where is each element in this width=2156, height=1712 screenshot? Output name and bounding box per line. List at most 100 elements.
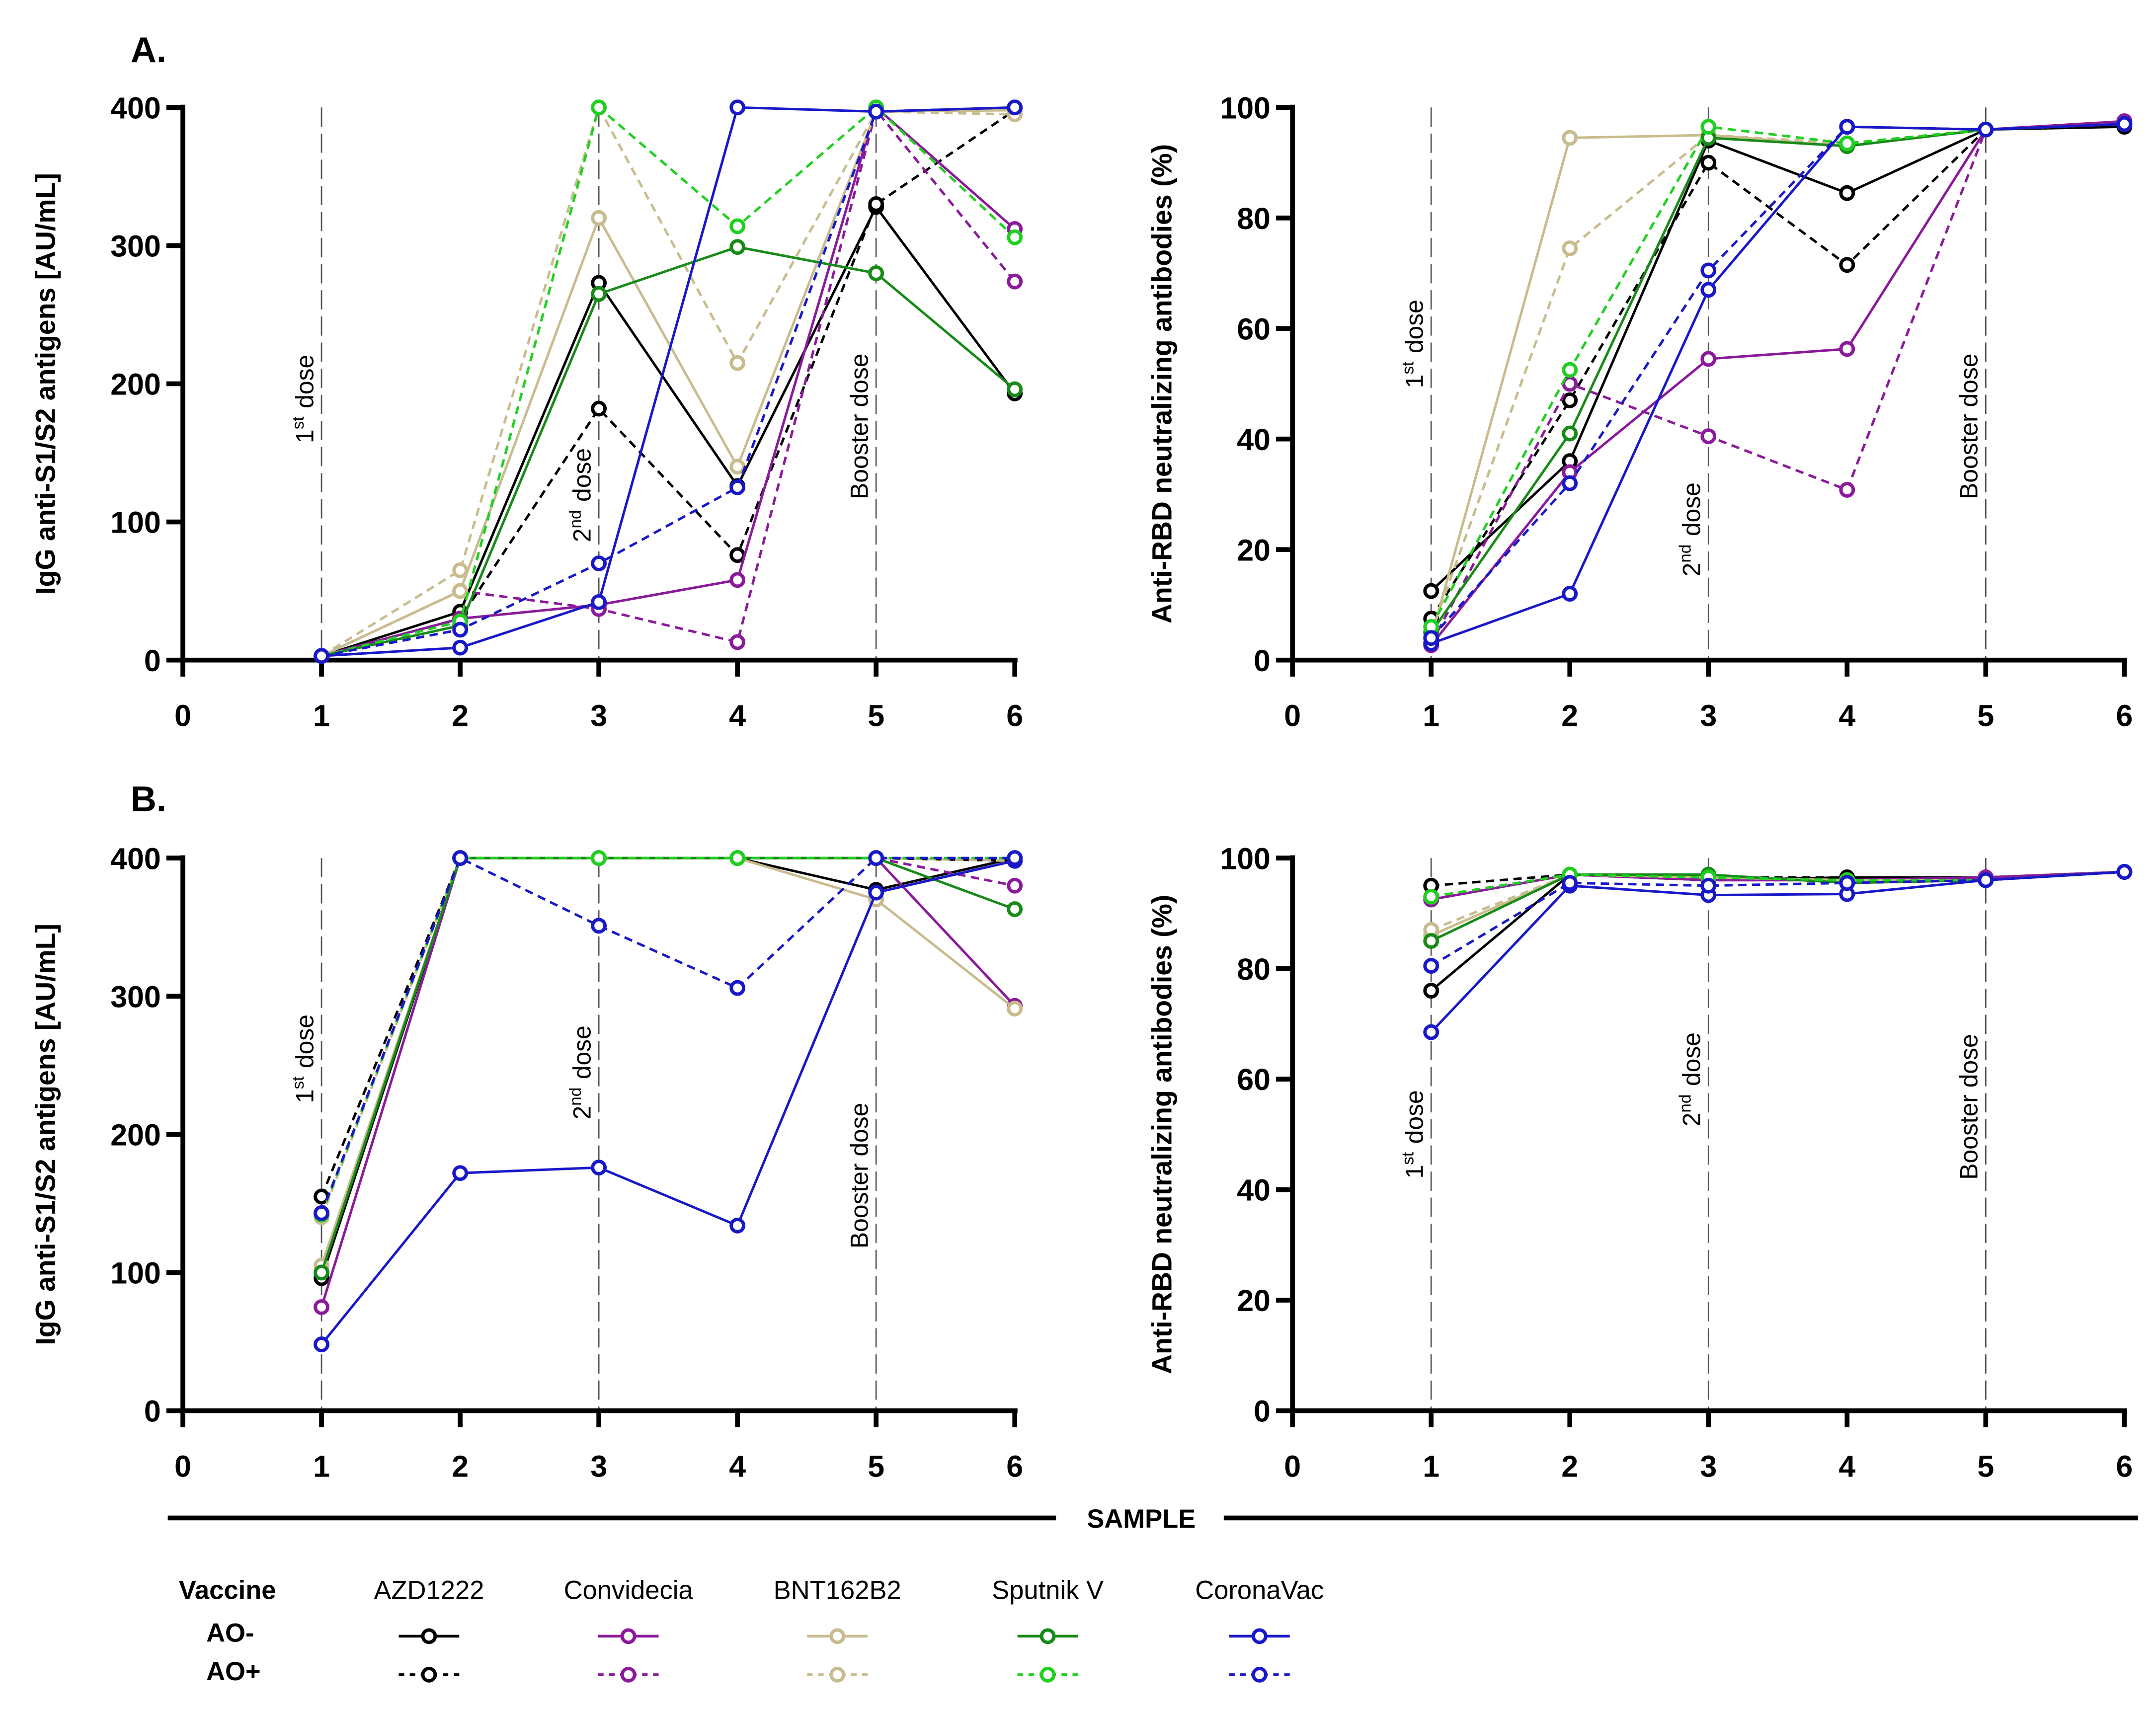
legend-marker-swatch (1251, 1628, 1268, 1644)
data-point (729, 1218, 746, 1234)
data-point (1007, 273, 1023, 290)
data-point (1562, 130, 1578, 146)
data-point (1562, 875, 1578, 891)
data-point (729, 547, 746, 563)
data-point (1007, 877, 1023, 894)
series-line-bnt162b2-ao-plus (1430, 123, 2125, 633)
data-point (1562, 475, 1578, 491)
x-tick-label: 0 (174, 1449, 191, 1483)
dose-label-word: dose (568, 1025, 596, 1079)
dose-label-word: dose (1401, 1090, 1429, 1144)
data-point (729, 355, 746, 371)
dose-label: 2nd dose (566, 448, 596, 542)
dose-label-superscript: st (289, 416, 308, 429)
dose-label-number: 2 (568, 1106, 596, 1120)
dose-label-superscript: nd (566, 1088, 585, 1106)
y-tick-label: 200 (110, 1118, 161, 1152)
dose-label-superscript: st (1399, 362, 1417, 375)
data-point (1007, 381, 1023, 397)
y-axis-label: Anti-RBD neutralizing antibodies (%) (1147, 144, 1178, 623)
data-point (1007, 1001, 1023, 1017)
data-point (2116, 116, 2133, 132)
x-tick-label: 0 (174, 699, 191, 732)
dose-label: 1st dose (289, 1014, 319, 1103)
data-point (1839, 257, 1855, 273)
data-point (591, 286, 607, 302)
dose-label-word: dose (1678, 1032, 1706, 1086)
y-tick-label: 100 (110, 506, 161, 540)
legend-vaccine-label: Sputnik V (992, 1576, 1104, 1605)
y-tick-label: 0 (1254, 644, 1271, 678)
dose-label-number: 1 (1401, 1165, 1429, 1179)
y-tick-label: 20 (1237, 533, 1271, 567)
data-point (729, 99, 746, 116)
data-point (729, 572, 746, 588)
dose-label-number: 2 (1678, 563, 1706, 577)
data-point (868, 103, 884, 120)
data-point (591, 850, 607, 866)
y-tick-label: 200 (110, 368, 161, 401)
y-tick-label: 300 (110, 229, 161, 263)
data-point (314, 1205, 329, 1221)
series-line-bnt162b2-ao-plus (320, 104, 1015, 657)
dose-label: Booster dose (846, 1103, 874, 1248)
x-tick-label: 4 (729, 699, 746, 732)
y-tick-label: 100 (1220, 842, 1271, 875)
data-point (591, 400, 607, 417)
legend-marker-swatch (421, 1628, 437, 1644)
data-point (868, 884, 884, 901)
data-point (1839, 135, 1855, 152)
x-tick-label: 5 (1977, 699, 1994, 732)
data-point (729, 850, 746, 866)
panel-label: A. (131, 30, 166, 70)
data-point (1700, 428, 1717, 445)
series-line-bnt162b2-ao-minus (320, 856, 1016, 1266)
x-tick-label: 2 (1561, 699, 1578, 732)
legend-vaccine-label: AZD1222 (374, 1576, 484, 1605)
legend-vaccine-label: CoronaVac (1195, 1576, 1324, 1605)
data-point (1423, 1024, 1439, 1040)
x-tick-label: 3 (1700, 699, 1717, 732)
dose-label-number: 2 (1678, 1113, 1706, 1127)
data-point (591, 555, 607, 571)
data-point (1423, 889, 1439, 905)
x-tick-label: 4 (1838, 699, 1855, 732)
dose-label: 1st dose (1399, 1090, 1428, 1178)
data-point (1700, 282, 1717, 298)
legend-marker-swatch (829, 1666, 846, 1683)
data-point (1007, 229, 1023, 245)
dose-label-superscript: nd (1676, 1094, 1694, 1113)
series-line-azd1222-ao-plus (321, 109, 1016, 657)
y-tick-label: 20 (1237, 1284, 1271, 1318)
dose-label: Booster dose (1955, 1034, 1983, 1179)
data-point (1700, 262, 1717, 279)
x-tick-label: 1 (313, 1449, 330, 1483)
dose-label-word: dose (568, 448, 596, 502)
legend-vaccine-label: Convidecia (564, 1576, 694, 1605)
data-point (729, 239, 746, 255)
x-tick-label: 3 (1700, 1449, 1717, 1483)
data-point (314, 648, 329, 664)
data-point (1978, 872, 1994, 888)
data-point (591, 210, 607, 226)
data-point (729, 218, 746, 234)
series-line-sputnik-v-ao-minus (1431, 870, 2125, 942)
data-point (591, 99, 607, 116)
data-point (1562, 392, 1578, 408)
series-line-azd1222-ao-plus (320, 856, 1015, 1197)
x-tick-label: 0 (1284, 699, 1301, 732)
legend-marker-swatch (1039, 1666, 1056, 1683)
data-point (1007, 850, 1023, 866)
dose-label-number: 1 (1401, 375, 1429, 389)
x-tick-label: 6 (2116, 1449, 2133, 1483)
data-point (1007, 901, 1023, 917)
series-line-coronavac-ao-minus (321, 106, 1015, 657)
x-tick-label: 3 (590, 1449, 607, 1483)
data-point (1700, 877, 1717, 894)
data-point (314, 1336, 329, 1352)
y-tick-label: 400 (110, 91, 161, 125)
series-line-convidecia-ao-minus (1430, 120, 2125, 646)
